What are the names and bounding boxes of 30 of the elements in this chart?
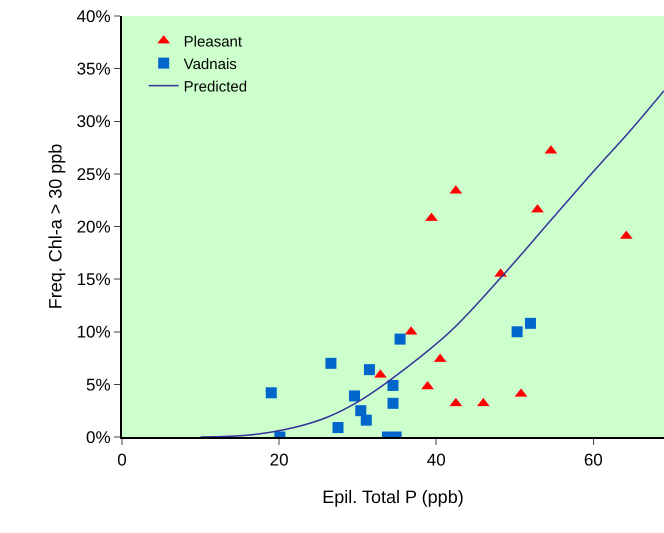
- x-tick-label: 20: [270, 450, 289, 470]
- y-tick-label: 5%: [86, 375, 111, 394]
- point: [332, 422, 344, 434]
- y-tick-label: 35%: [76, 60, 111, 79]
- point: [355, 405, 366, 416]
- y-tick-label: 10%: [76, 322, 111, 342]
- y-tick-label: 30%: [76, 112, 111, 132]
- point: [349, 390, 360, 402]
- x-tick-label: 60: [584, 450, 603, 470]
- point: [266, 387, 277, 398]
- point: [325, 358, 336, 369]
- x-axis-title: Epil. Total P (ppb): [322, 487, 464, 507]
- y-axis-title: Freq. Chl-a > 30 ppb: [45, 144, 66, 310]
- x-tick-label: 0: [117, 450, 127, 470]
- legend-label: Vadnais: [184, 56, 237, 74]
- y-tick-label: 15%: [76, 270, 111, 290]
- point: [388, 398, 398, 409]
- legend-label: Pleasant: [184, 34, 243, 51]
- point: [512, 326, 523, 338]
- point: [360, 414, 372, 426]
- x-tick-label: 40: [426, 450, 446, 470]
- point: [364, 364, 375, 376]
- y-tick-label: 40%: [76, 6, 111, 26]
- y-tick-label: 20%: [76, 217, 111, 236]
- point: [524, 318, 536, 329]
- point: [394, 334, 406, 345]
- legend-label: Predicted: [184, 78, 248, 96]
- y-tick-label: 0%: [86, 428, 111, 447]
- y-tick-label: 25%: [76, 164, 111, 184]
- point: [388, 380, 398, 391]
